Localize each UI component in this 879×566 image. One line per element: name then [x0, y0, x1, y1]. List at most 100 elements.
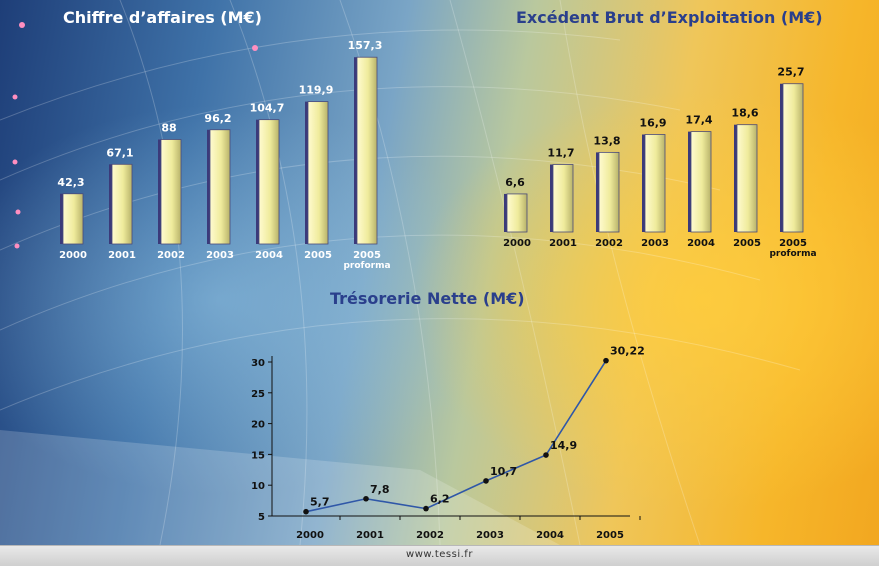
x-tick-label: proforma	[343, 261, 390, 271]
bar-edge	[158, 139, 162, 244]
bar-value-label: 16,9	[639, 117, 666, 130]
bar	[782, 83, 804, 233]
bar-edge	[109, 164, 113, 244]
data-point	[543, 452, 549, 458]
bar	[552, 164, 574, 233]
footer-url: www.tessi.fr	[406, 549, 473, 560]
point-value-label: 5,7	[310, 496, 330, 509]
x-tick-label: 2004	[255, 250, 283, 261]
revenue-chart-title: Chiffre d’affaires (M€)	[63, 8, 262, 27]
bar-group: 119,9 2005	[299, 84, 334, 261]
bar-edge	[780, 83, 784, 232]
x-tick-label: 2004	[687, 238, 715, 249]
bar-value-label: 6,6	[505, 176, 525, 189]
y-tick-label: 30	[251, 358, 265, 369]
x-tick-label: 2005	[596, 530, 624, 541]
bar	[506, 193, 528, 233]
x-tick-label: proforma	[769, 249, 816, 259]
bar-edge	[60, 193, 64, 244]
x-tick-label: 2002	[595, 238, 623, 249]
bar-edge	[734, 124, 738, 232]
bar	[62, 193, 84, 245]
point-value-label: 14,9	[550, 439, 577, 452]
bar-group: 104,7 2004	[250, 102, 285, 261]
bar-group: 18,6 2005	[731, 107, 761, 249]
point-value-label: 30,22	[610, 345, 645, 358]
bar-edge	[642, 134, 646, 232]
bar	[111, 163, 133, 245]
bar-edge	[504, 193, 508, 232]
point-value-label: 10,7	[490, 465, 517, 478]
bar-group: 67,1 2001	[106, 146, 136, 261]
data-point	[423, 505, 429, 512]
footer-bar: www.tessi.fr	[0, 545, 879, 566]
y-tick-label: 25	[251, 389, 265, 400]
bar	[690, 131, 712, 233]
bar	[598, 151, 620, 233]
bar-group: 11,7 2001	[547, 147, 577, 250]
x-tick-label: 2005	[353, 250, 381, 261]
bar-group: 42,3 2000	[57, 176, 87, 261]
bar-value-label: 18,6	[731, 107, 758, 120]
bar	[307, 101, 329, 245]
bar-value-label: 104,7	[250, 102, 285, 115]
bar-edge	[354, 57, 358, 244]
point-value-label: 7,8	[370, 483, 390, 496]
x-tick-label: 2003	[206, 250, 234, 261]
revenue-bar-chart: 42,3200067,1200188200296,22003104,720041…	[57, 39, 390, 271]
bar-value-label: 96,2	[204, 112, 231, 125]
bar-group: 17,4 2004	[685, 114, 715, 249]
bar-group: 96,2 2003	[204, 112, 234, 261]
x-tick-label: 2002	[157, 250, 185, 261]
bar-group: 6,6 2000	[503, 176, 531, 249]
x-tick-label: 2004	[536, 530, 564, 541]
ebitda-chart-title: Excédent Brut d’Exploitation (M€)	[516, 8, 823, 27]
bar-value-label: 67,1	[106, 146, 133, 159]
ebitda-bar-chart: 6,6200011,7200113,8200216,9200317,420041…	[503, 66, 816, 259]
x-tick-label: 2005	[779, 238, 807, 249]
bar-group: 13,8 2002	[593, 134, 623, 249]
bar-edge	[256, 119, 260, 244]
net-cash-line-chart: 5 10 15 20 25 30 2000 2001 2002 2003 2004 2005 5,7 7,…	[251, 345, 645, 541]
data-point	[303, 508, 309, 515]
x-tick-label: 2001	[549, 238, 577, 249]
data-point	[363, 495, 369, 502]
bar-value-label: 119,9	[299, 84, 334, 97]
bar-value-label: 88	[161, 122, 176, 135]
point-value-label: 6,2	[430, 493, 450, 506]
y-tick-label: 20	[251, 420, 265, 431]
y-tick-label: 5	[258, 512, 265, 523]
x-tick-label: 2002	[416, 530, 444, 541]
bar-group: 88 2002	[157, 122, 185, 262]
bar-value-label: 25,7	[777, 66, 804, 79]
y-tick-label: 15	[251, 450, 265, 461]
bar	[356, 56, 378, 245]
bar	[644, 134, 666, 233]
y-tick-label: 10	[251, 481, 265, 492]
bar-value-label: 13,8	[593, 134, 620, 147]
x-tick-label: 2005	[304, 250, 332, 261]
data-point	[603, 357, 609, 364]
bar-edge	[596, 152, 600, 232]
bar	[160, 139, 182, 245]
x-tick-label: 2001	[356, 530, 384, 541]
bar-edge	[305, 101, 309, 245]
bar	[258, 119, 280, 245]
bar-value-label: 17,4	[685, 114, 712, 127]
bar	[209, 129, 231, 245]
bar-value-label: 157,3	[348, 39, 383, 52]
bar-value-label: 11,7	[547, 147, 574, 160]
x-tick-label: 2000	[59, 250, 87, 261]
bar-edge	[550, 164, 554, 232]
axes	[271, 356, 630, 517]
x-tick-label: 2003	[641, 238, 669, 249]
bar	[736, 124, 758, 233]
bar-edge	[688, 131, 692, 232]
bar-group: 16,9 2003	[639, 117, 669, 250]
bar-value-label: 42,3	[57, 176, 84, 189]
x-tick-label: 2001	[108, 250, 136, 261]
x-tick-label: 2000	[503, 238, 531, 249]
series-line	[305, 360, 607, 513]
